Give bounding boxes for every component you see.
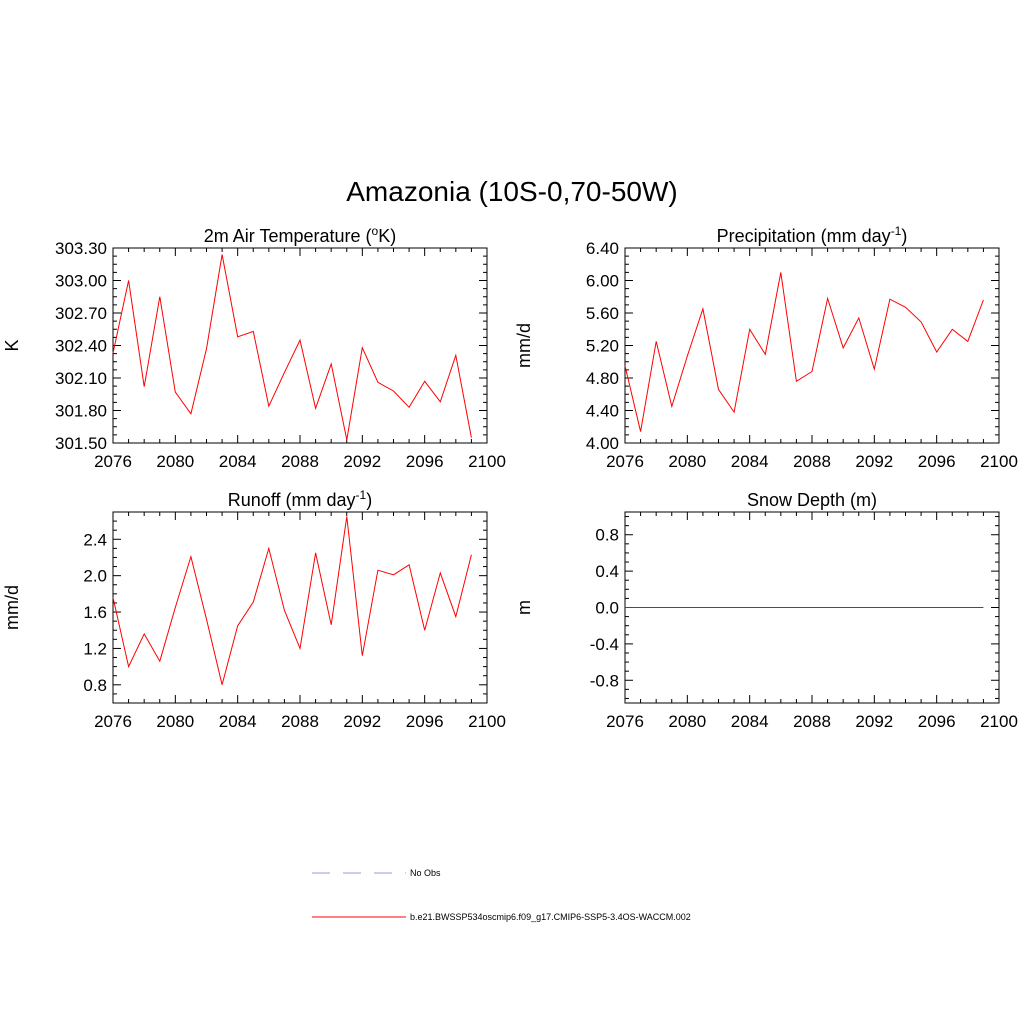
snow-xtick-label: 2080: [668, 712, 706, 731]
temp-xtick-label: 2092: [343, 452, 381, 471]
snow-xtick-label: 2076: [606, 712, 644, 731]
snow-title-main: Snow Depth (m): [747, 490, 877, 510]
runoff-ytick-label: 0.8: [83, 676, 107, 695]
snow-ytick-label: -0.4: [590, 635, 619, 654]
runoff-xtick-label: 2076: [94, 712, 132, 731]
temp-ytick-label: 301.80: [55, 402, 107, 421]
temp-xtick-label: 2088: [281, 452, 319, 471]
precip-xtick-label: 2092: [855, 452, 893, 471]
runoff-ytick-label: 2.4: [83, 530, 107, 549]
runoff-title: Runoff (mm day-1): [228, 488, 372, 510]
snow-ytick-label: 0.0: [595, 599, 619, 618]
snow-xtick-label: 2096: [918, 712, 956, 731]
precip-ytick-label: 5.60: [586, 304, 619, 323]
temp-ylabel: K: [2, 339, 22, 351]
runoff-title-superscript: -1: [356, 488, 367, 502]
precip-title-tail: ): [901, 226, 907, 246]
snow-ylabel: m: [514, 600, 534, 615]
temp-xtick-label: 2084: [219, 452, 257, 471]
temp-ytick-label: 303.00: [55, 272, 107, 291]
snow-ytick-label: -0.8: [590, 671, 619, 690]
runoff-xtick-label: 2080: [156, 712, 194, 731]
precip-series-line: [624, 272, 984, 432]
snow-title: Snow Depth (m): [747, 490, 877, 510]
precip-ytick-label: 4.80: [586, 369, 619, 388]
runoff-xtick-label: 2088: [281, 712, 319, 731]
precip-title: Precipitation (mm day-1): [717, 224, 908, 246]
runoff-xtick-label: 2092: [343, 712, 381, 731]
main-title: Amazonia (10S-0,70-50W): [346, 176, 677, 207]
snow-xtick-label: 2092: [855, 712, 893, 731]
precip-ytick-label: 6.00: [586, 272, 619, 291]
panel-air-temperature: 2m Air Temperature (oK) K 2076 2080 2084 2088…: [2, 224, 506, 471]
runoff-title-tail: ): [366, 490, 372, 510]
runoff-ytick-label: 2.0: [83, 567, 107, 586]
runoff-xtick-label: 2100: [468, 712, 506, 731]
temp-series-line: [112, 254, 472, 440]
temp-title: 2m Air Temperature (oK): [204, 224, 396, 246]
temp-xtick-label: 2076: [94, 452, 132, 471]
temp-ytick-label: 302.10: [55, 369, 107, 388]
runoff-series-line: [112, 516, 472, 685]
runoff-ytick-label: 1.2: [83, 639, 107, 658]
precip-xtick-label: 2100: [980, 452, 1018, 471]
temp-title-superscript: o: [372, 224, 379, 238]
runoff-xtick-label: 2084: [219, 712, 257, 731]
legend-model-label: b.e21.BWSSP534oscmip6.f09_g17.CMIP6-SSP5…: [410, 912, 691, 922]
snow-xtick-label: 2084: [731, 712, 769, 731]
snow-ytick-label: 0.8: [595, 526, 619, 545]
panel-snow-depth: Snow Depth (m) m 2076 2080 2084 2088 2092 2096 2…: [514, 490, 1018, 731]
runoff-title-main: Runoff (mm day: [228, 490, 356, 510]
precip-ytick-label: 6.40: [586, 239, 619, 258]
legend-obs-label: No Obs: [410, 868, 441, 878]
precip-xtick-label: 2076: [606, 452, 644, 471]
precip-ylabel: mm/d: [514, 323, 534, 368]
precip-title-superscript: -1: [891, 224, 902, 238]
temp-xtick-label: 2080: [156, 452, 194, 471]
snow-xtick-label: 2100: [980, 712, 1018, 731]
precip-ytick-label: 4.40: [586, 402, 619, 421]
precip-xtick-label: 2084: [731, 452, 769, 471]
legend: No Obs b.e21.BWSSP534oscmip6.f09_g17.CMI…: [312, 868, 691, 922]
panel-precipitation: Precipitation (mm day-1) mm/d 2076 2080 2084…: [514, 224, 1018, 471]
runoff-ylabel: mm/d: [2, 585, 22, 630]
temp-ytick-label: 303.30: [55, 239, 107, 258]
precip-xtick-label: 2080: [668, 452, 706, 471]
temp-xtick-label: 2100: [468, 452, 506, 471]
temp-ytick-label: 301.50: [55, 434, 107, 453]
snow-xtick-label: 2088: [793, 712, 831, 731]
runoff-ytick-label: 1.6: [83, 603, 107, 622]
panel-runoff: Runoff (mm day-1) mm/d 2076 2080 2084 2088 209…: [2, 488, 506, 731]
runoff-xtick-label: 2096: [406, 712, 444, 731]
temp-xtick-label: 2096: [406, 452, 444, 471]
precip-ytick-label: 4.00: [586, 434, 619, 453]
precip-xtick-label: 2096: [918, 452, 956, 471]
precip-xtick-label: 2088: [793, 452, 831, 471]
temp-title-tail: K): [378, 226, 396, 246]
precip-title-main: Precipitation (mm day: [717, 226, 891, 246]
temp-ytick-label: 302.70: [55, 304, 107, 323]
snow-ytick-label: 0.4: [595, 562, 619, 581]
temp-ytick-label: 302.40: [55, 337, 107, 356]
precip-ytick-label: 5.20: [586, 337, 619, 356]
temp-title-main: 2m Air Temperature (: [204, 226, 372, 246]
